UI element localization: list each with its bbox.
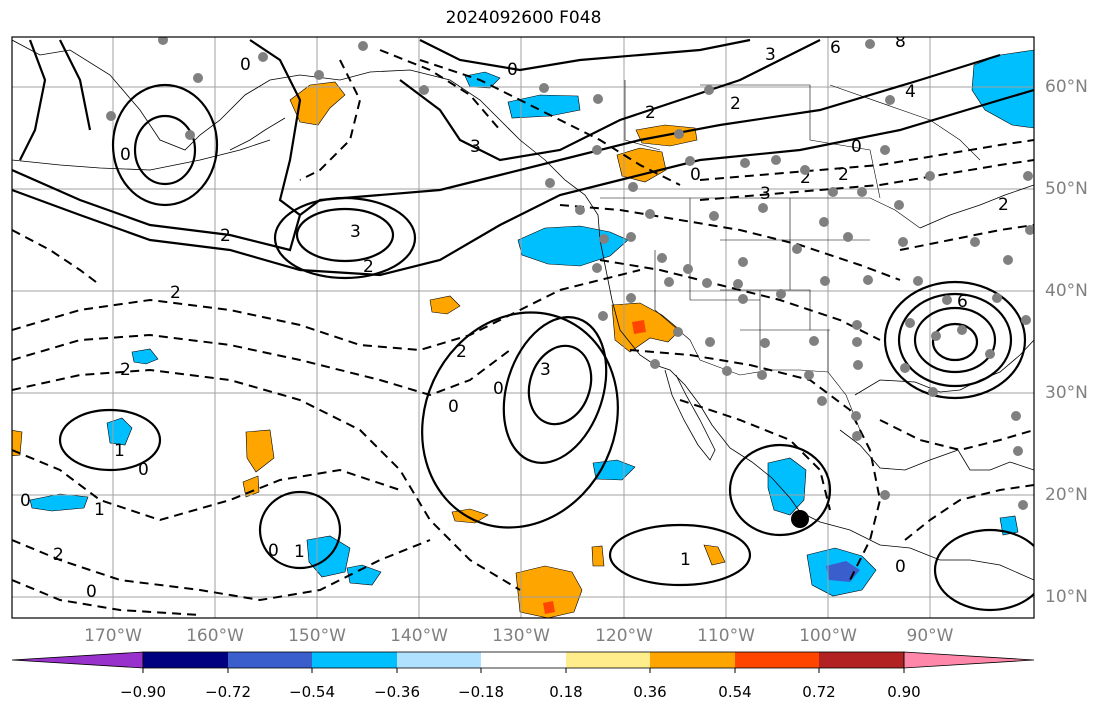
contour-label: 0 — [268, 541, 279, 561]
coastlines — [12, 39, 1034, 581]
latitude-label: 50°N — [1045, 179, 1088, 199]
latitude-label: 40°N — [1045, 281, 1088, 301]
contour-label: 3 — [350, 222, 361, 242]
shaded-positive-strong — [543, 320, 646, 614]
contour-label: 3 — [470, 137, 481, 157]
contour-label: 2 — [170, 283, 181, 303]
longitude-label: 130°W — [492, 626, 550, 646]
contour-label: 0 — [448, 397, 459, 417]
solid-contours — [12, 38, 1034, 612]
contour-label: 3 — [765, 45, 776, 65]
contour-label: 1 — [294, 542, 305, 562]
colorbar-tick-label: −0.18 — [458, 683, 504, 701]
contour-label: 0 — [240, 55, 251, 75]
latitude-label: 30°N — [1045, 383, 1088, 403]
contour-label: 1 — [114, 441, 125, 461]
contour-label: 6 — [957, 292, 968, 312]
longitude-label: 140°W — [390, 626, 448, 646]
longitude-label: 90°W — [906, 626, 954, 646]
map-title: 2024092600 F048 — [445, 8, 602, 28]
colorbar-tick-label: 0.54 — [718, 683, 752, 701]
contour-label: 0 — [690, 165, 701, 185]
colorbar — [11, 651, 1035, 673]
contour-label: 3 — [760, 184, 771, 204]
colorbar-tick-label: 0.18 — [549, 683, 583, 701]
contour-label: 2 — [220, 226, 231, 246]
latitude-label: 10°N — [1045, 587, 1088, 607]
contour-label: 0 — [851, 137, 862, 157]
contour-label: 2 — [838, 165, 849, 185]
longitude-label: 170°W — [84, 626, 142, 646]
contour-label: 6 — [830, 38, 841, 58]
contour-label: 0 — [493, 379, 504, 399]
longitude-label: 160°W — [186, 626, 244, 646]
contour-label: 2 — [363, 257, 374, 277]
contour-label: 1 — [680, 550, 691, 570]
longitude-label: 150°W — [288, 626, 346, 646]
station-dots — [106, 37, 1034, 510]
contour-label: 2 — [730, 94, 741, 114]
contour-label: 2 — [53, 545, 64, 565]
map-content: 2 2 2 2 2 2 2 2 2 3 3 3 3 3 4 6 6 8 1 1 … — [12, 32, 1034, 618]
contour-label: 0 — [120, 145, 131, 165]
contour-label: 2 — [800, 168, 811, 188]
contour-label: 0 — [20, 491, 31, 511]
colorbar-tick-label: 0.90 — [887, 683, 921, 701]
contour-label: 0 — [507, 60, 518, 80]
contour-label: 4 — [905, 82, 916, 102]
contour-label: 2 — [456, 342, 467, 362]
shaded-positive-areas — [12, 81, 726, 618]
map-frame — [11, 36, 1035, 619]
contour-label: 2 — [998, 195, 1009, 215]
colorbar-tick-label: 0.72 — [802, 683, 836, 701]
contour-label: 0 — [86, 582, 97, 602]
contour-label: 3 — [540, 360, 551, 380]
latitude-label: 20°N — [1045, 485, 1088, 505]
contour-label: 1 — [94, 500, 105, 520]
contour-label: 2 — [645, 103, 656, 123]
colorbar-tick-label: −0.90 — [120, 683, 166, 701]
colorbar-min-extension — [11, 651, 144, 669]
graticule — [12, 37, 1034, 618]
colorbar-tick-label: −0.36 — [374, 683, 420, 701]
storm-position-marker — [791, 510, 809, 528]
colorbar-max-extension — [903, 651, 1035, 669]
dashed-contours — [12, 49, 1034, 616]
contour-label: 0 — [895, 557, 906, 577]
colorbar-tick-label: 0.36 — [633, 683, 667, 701]
longitude-label: 100°W — [799, 626, 857, 646]
contour-labels: 2 2 2 2 2 2 2 2 2 3 3 3 3 3 4 6 6 8 1 1 … — [20, 32, 1009, 602]
colorbar-tick-label: −0.72 — [205, 683, 251, 701]
contour-label: 0 — [138, 460, 149, 480]
contour-label: 2 — [120, 360, 131, 380]
longitude-label: 120°W — [595, 626, 653, 646]
longitude-label: 110°W — [697, 626, 755, 646]
latitude-label: 60°N — [1045, 77, 1088, 97]
contour-label: 8 — [895, 32, 906, 52]
colorbar-tick-label: −0.54 — [289, 683, 335, 701]
